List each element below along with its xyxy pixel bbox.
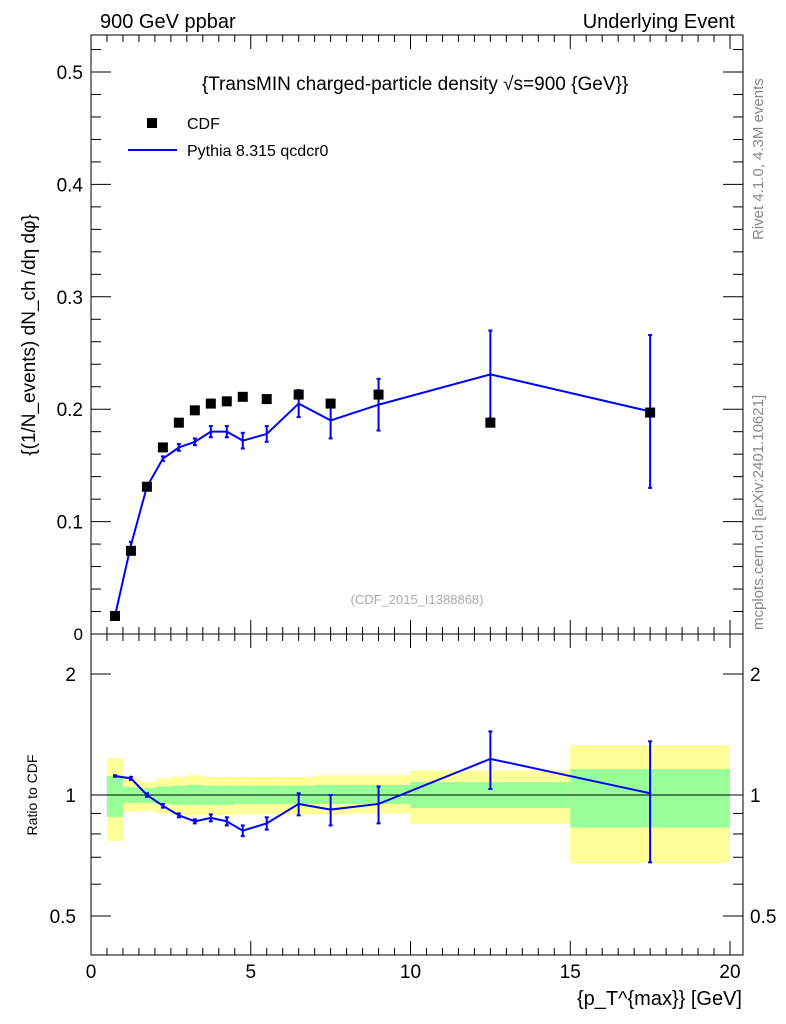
cdf-data-point (141, 481, 152, 492)
legend-cdf-label: CDF (187, 116, 220, 133)
y-tick-label: 0.3 (57, 288, 83, 309)
cdf-data-point (645, 407, 656, 418)
ratio-y-tick-label-right: 0.5 (750, 907, 776, 928)
ratio-y-tick-label: 1 (65, 786, 76, 807)
cdf-data-point (237, 391, 248, 402)
y-tick-label: 0 (74, 625, 83, 644)
y-tick-label: 0.2 (57, 400, 83, 421)
y-axis-label-top: {(1/N_events) dN_ch /dη dφ} (19, 214, 40, 456)
y-tick-label: 0.5 (57, 63, 83, 84)
cdf-data-point (261, 394, 272, 405)
ratio-y-tick-label: 2 (65, 665, 76, 686)
x-tick-label: 10 (400, 962, 421, 983)
cdf-data-point (109, 611, 120, 622)
ratio-green-band (106, 775, 123, 817)
cdf-data-point (189, 405, 200, 416)
x-axis-label: {p_T^{max}} [GeV] (577, 988, 742, 1010)
ratio-y-tick-label: 0.5 (50, 907, 76, 928)
y-axis-label-ratio: Ratio to CDF (24, 755, 40, 836)
x-tick-label: 20 (719, 962, 740, 983)
ratio-y-tick-label-right: 1 (750, 786, 761, 807)
cdf-data-point (221, 396, 232, 407)
legend-mc-label: Pythia 8.315 qcdcr0 (187, 143, 329, 160)
cdf-data-point (485, 417, 496, 428)
cdf-data-point (325, 398, 336, 409)
legend-cdf-marker (147, 118, 157, 128)
cdf-data-point (205, 398, 216, 409)
ratio-y-tick-label-right: 2 (750, 665, 761, 686)
cdf-data-point (373, 389, 384, 400)
header-left: 900 GeV ppbar (100, 11, 236, 33)
chart-title: {TransMIN charged-particle density √s=90… (202, 74, 628, 95)
y-tick-label: 0.4 (57, 175, 84, 196)
x-tick-label: 5 (245, 962, 256, 983)
x-tick-label: 15 (560, 962, 581, 983)
mcplots-label: mcplots.cern.ch [arXiv:2401.10621] (750, 395, 767, 630)
header-right: Underlying Event (583, 11, 736, 33)
cdf-data-point (125, 545, 136, 556)
x-tick-label: 0 (86, 962, 97, 983)
analysis-watermark: (CDF_2015_I1388868) (351, 592, 484, 607)
y-tick-label: 0.1 (57, 513, 83, 534)
cdf-data-point (157, 442, 168, 453)
rivet-label: Rivet 4.1.0, 4.3M events (750, 78, 767, 240)
cdf-data-point (293, 389, 304, 400)
cdf-data-point (173, 417, 184, 428)
